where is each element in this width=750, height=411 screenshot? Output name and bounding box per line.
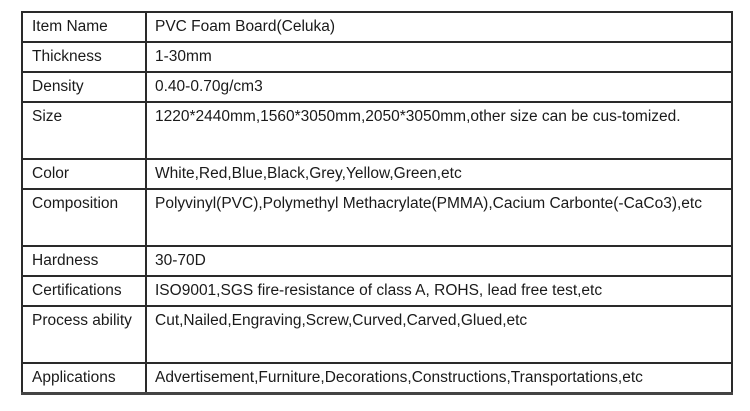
- row-label: Density: [21, 71, 147, 103]
- table-row: Process ability Cut,Nailed,Engraving,Scr…: [21, 305, 733, 364]
- row-label: Hardness: [21, 245, 147, 277]
- spec-table: Item Name PVC Foam Board(Celuka) Thickne…: [21, 11, 733, 395]
- row-value: White,Red,Blue,Black,Grey,Yellow,Green,e…: [145, 158, 733, 190]
- row-value: 30-70D: [145, 245, 733, 277]
- table-row: Size 1220*2440mm,1560*3050mm,2050*3050mm…: [21, 101, 733, 160]
- row-value: 1-30mm: [145, 41, 733, 73]
- table-row: Applications Advertisement,Furniture,Dec…: [21, 362, 733, 395]
- row-value: Cut,Nailed,Engraving,Screw,Curved,Carved…: [145, 305, 733, 364]
- row-label: Composition: [21, 188, 147, 247]
- table-row: Thickness 1-30mm: [21, 41, 733, 73]
- table-row: Color White,Red,Blue,Black,Grey,Yellow,G…: [21, 158, 733, 190]
- row-label: Certifications: [21, 275, 147, 307]
- table-row: Hardness 30-70D: [21, 245, 733, 277]
- table-row: Composition Polyvinyl(PVC),Polymethyl Me…: [21, 188, 733, 247]
- row-label: Process ability: [21, 305, 147, 364]
- row-label: Applications: [21, 362, 147, 395]
- table-row: Item Name PVC Foam Board(Celuka): [21, 11, 733, 43]
- row-value: Polyvinyl(PVC),Polymethyl Methacrylate(P…: [145, 188, 733, 247]
- row-label: Color: [21, 158, 147, 190]
- row-value: 0.40-0.70g/cm3: [145, 71, 733, 103]
- row-label: Item Name: [21, 11, 147, 43]
- row-value: 1220*2440mm,1560*3050mm,2050*3050mm,othe…: [145, 101, 733, 160]
- row-value: Advertisement,Furniture,Decorations,Cons…: [145, 362, 733, 395]
- row-label: Thickness: [21, 41, 147, 73]
- table-row: Density 0.40-0.70g/cm3: [21, 71, 733, 103]
- table-row: Certifications ISO9001,SGS fire-resistan…: [21, 275, 733, 307]
- row-value: ISO9001,SGS fire-resistance of class A, …: [145, 275, 733, 307]
- row-label: Size: [21, 101, 147, 160]
- row-value: PVC Foam Board(Celuka): [145, 11, 733, 43]
